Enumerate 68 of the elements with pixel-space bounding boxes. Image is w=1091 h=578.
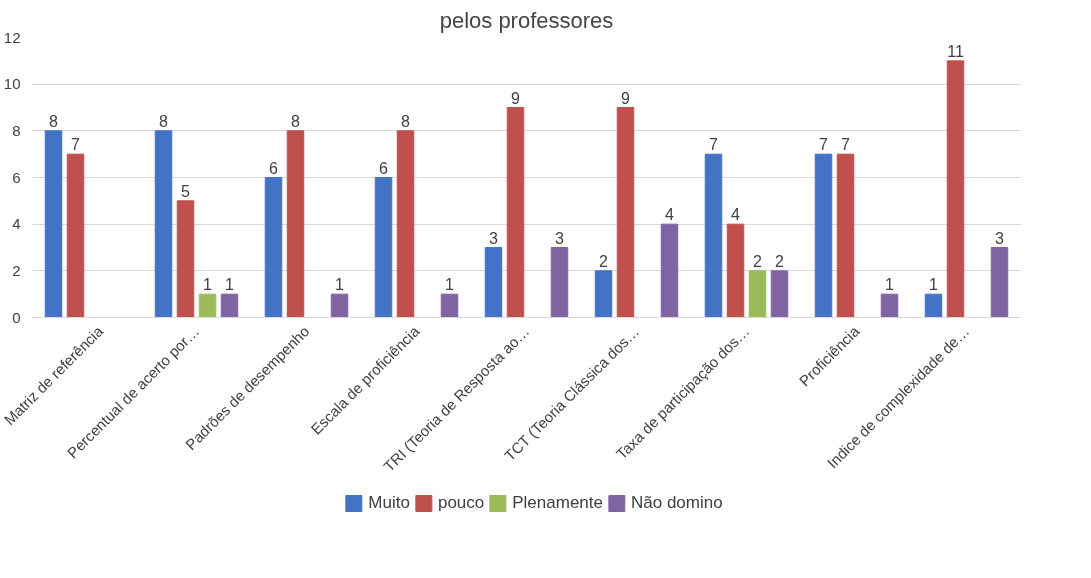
y-tick-label: 4: [12, 215, 21, 233]
data-label: 4: [731, 206, 741, 224]
bar: [396, 130, 415, 318]
data-label: 1: [445, 276, 455, 294]
bar: [550, 247, 569, 318]
bar: [154, 130, 173, 318]
data-label: 1: [335, 276, 345, 294]
data-label: 2: [753, 252, 763, 270]
bar: [44, 130, 63, 318]
bar: [198, 293, 217, 318]
data-label: 5: [181, 182, 191, 200]
chart-title: pelos professores: [439, 7, 614, 33]
data-label: 1: [885, 276, 895, 294]
data-label: 6: [379, 159, 389, 177]
bar: [374, 177, 393, 318]
data-label: 7: [819, 136, 829, 154]
bar: [440, 293, 459, 318]
bar: [220, 293, 239, 318]
y-tick-label: 0: [12, 308, 21, 326]
bar: [176, 200, 195, 318]
bar: [946, 60, 965, 318]
data-label: 7: [709, 136, 719, 154]
data-label: 4: [665, 206, 675, 224]
y-tick-label: 12: [3, 28, 21, 46]
data-label: 1: [203, 276, 213, 294]
data-label: 8: [401, 112, 411, 130]
data-label: 11: [947, 42, 964, 60]
y-tick-label: 6: [12, 168, 21, 186]
bar: [924, 293, 943, 318]
bar: [726, 223, 745, 318]
bar: [594, 270, 613, 318]
data-label: 8: [49, 112, 59, 130]
bar: [770, 270, 789, 318]
bar: [484, 247, 503, 318]
legend-label: Muito: [368, 493, 410, 513]
legend-label: Plenamente: [512, 493, 603, 513]
bar: [330, 293, 349, 318]
data-label: 7: [71, 136, 81, 154]
data-label: 1: [225, 276, 235, 294]
data-label: 6: [269, 159, 279, 177]
bar: [660, 223, 679, 318]
data-label: 9: [621, 89, 631, 107]
legend-label: pouco: [437, 493, 485, 513]
bar: [506, 107, 525, 318]
bar: [286, 130, 305, 318]
data-label: 8: [159, 112, 169, 130]
data-label: 3: [995, 229, 1005, 247]
bar: [990, 247, 1009, 318]
bar: [264, 177, 283, 318]
bar: [836, 153, 855, 318]
data-label: 2: [599, 252, 609, 270]
data-label: 2: [775, 252, 785, 270]
data-label: 1: [929, 276, 939, 294]
data-label: 9: [511, 89, 521, 107]
bar: [814, 153, 833, 318]
data-label: 7: [841, 136, 851, 154]
bar: [748, 270, 767, 318]
y-tick-label: 2: [12, 261, 21, 279]
bar: [704, 153, 723, 318]
data-label: 3: [555, 229, 565, 247]
bar: [66, 153, 85, 318]
y-tick-label: 8: [12, 121, 21, 139]
y-tick-label: 10: [3, 75, 21, 93]
data-label: 3: [489, 229, 499, 247]
bar: [880, 293, 899, 318]
data-label: 8: [291, 112, 301, 130]
bar: [616, 107, 635, 318]
legend-label: Não domino: [630, 493, 723, 513]
